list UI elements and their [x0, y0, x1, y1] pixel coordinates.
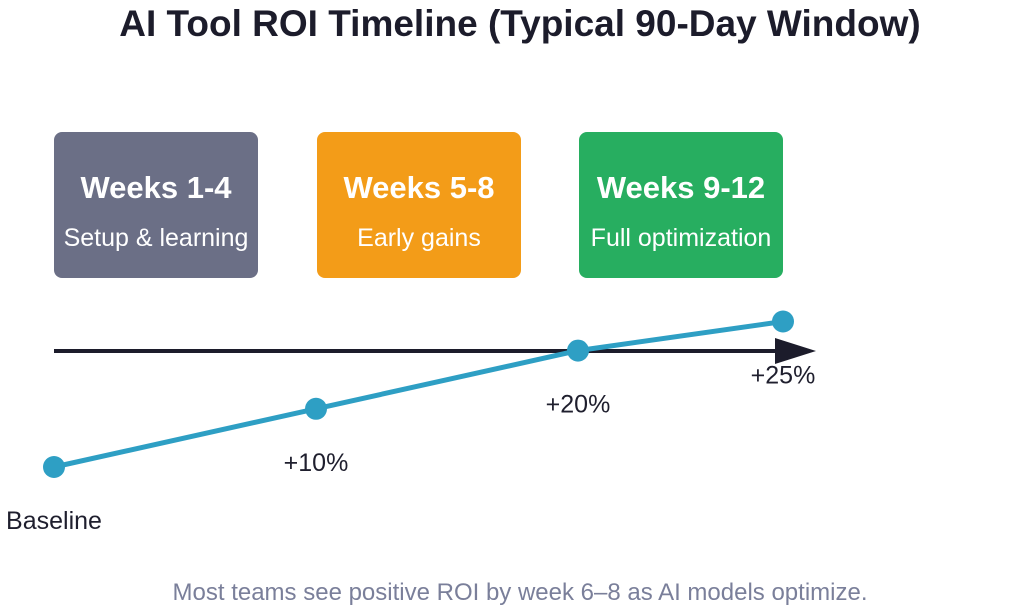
phase-box-weeks-1-4: Weeks 1-4 Setup & learning	[54, 132, 258, 278]
roi-point	[567, 339, 589, 362]
phase-box-weeks-5-8: Weeks 5-8 Early gains	[317, 132, 521, 278]
roi-point-label: Baseline	[6, 507, 102, 535]
roi-point	[305, 397, 327, 420]
roi-point	[772, 310, 794, 333]
roi-point-labels: Baseline +10% +20% +25%	[6, 362, 815, 536]
roi-point-label: +10%	[284, 449, 349, 477]
phase-box-weeks-9-12: Weeks 9-12 Full optimization	[579, 132, 783, 278]
roi-points	[43, 310, 794, 478]
phase-title: Weeks 9-12	[596, 170, 766, 205]
arrow-head-icon	[775, 338, 816, 364]
phase-title: Weeks 5-8	[343, 170, 495, 205]
chart-title: AI Tool ROI Timeline (Typical 90-Day Win…	[119, 3, 921, 44]
phase-subtitle: Full optimization	[590, 224, 772, 252]
roi-point-label: +25%	[751, 362, 816, 390]
roi-point-label: +20%	[546, 391, 611, 419]
phase-title: Weeks 1-4	[80, 170, 232, 205]
phase-subtitle: Setup & learning	[63, 224, 249, 252]
roi-point	[43, 456, 65, 478]
phase-subtitle: Early gains	[357, 224, 481, 252]
roi-series-line	[51, 319, 786, 470]
footnote: Most teams see positive ROI by week 6–8 …	[172, 579, 868, 606]
